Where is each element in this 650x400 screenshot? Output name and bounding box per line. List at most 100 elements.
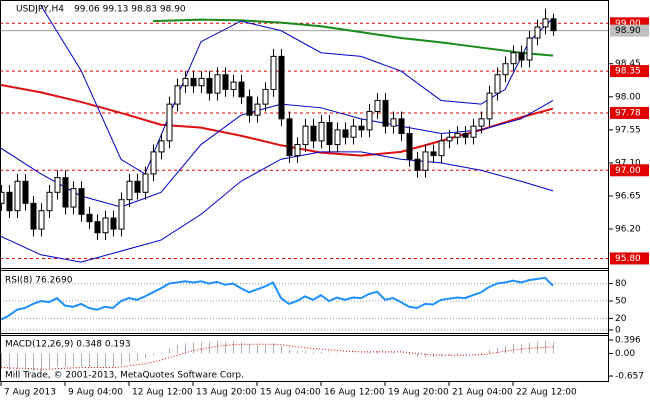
candle-body: [78, 188, 85, 215]
y-tick-label: 80: [615, 279, 627, 289]
macd-label: MACD(12,26,9) 0.348 0.193: [5, 340, 131, 350]
rsi-line: [1, 276, 554, 321]
candle-body: [198, 77, 205, 87]
x-tick-label: 7 Aug 2013: [4, 388, 56, 398]
candle-body: [46, 191, 53, 212]
main-panel: [1, 5, 608, 263]
candle-body: [398, 118, 405, 135]
candle-body: [366, 110, 373, 131]
macd-panel: [1, 341, 554, 371]
candle-body: [118, 199, 125, 230]
candle-body: [374, 99, 381, 112]
candle-body: [246, 96, 253, 116]
candle-body: [390, 118, 397, 127]
x-tick-label: 15 Aug 04:00: [260, 388, 321, 398]
candle-body: [342, 129, 349, 138]
candle-body: [94, 221, 101, 234]
level-label-box: [610, 106, 649, 119]
y-tick-label: 96.65: [615, 191, 641, 201]
candle-body: [326, 122, 333, 146]
candle-body: [406, 133, 413, 160]
candle-body: [430, 151, 437, 157]
x-tick-label: 19 Aug 20:00: [388, 388, 449, 398]
candle-body: [446, 136, 453, 142]
candle-body: [454, 133, 461, 138]
candle-body: [350, 125, 357, 138]
candle-body: [214, 74, 221, 94]
x-tick-label: 16 Aug 12:00: [324, 388, 385, 398]
candle-body: [134, 180, 141, 193]
level-label-box: [610, 164, 649, 177]
candle-body: [166, 103, 173, 142]
price-label: 98.90: [615, 26, 641, 36]
x-tick-label: 9 Aug 04:00: [68, 388, 123, 398]
candle-body: [462, 133, 469, 138]
candle-body: [86, 213, 93, 223]
candle-body: [182, 77, 189, 87]
y-tick-label: 0.396: [615, 336, 641, 346]
candle-body: [334, 129, 341, 146]
candle-body: [158, 140, 165, 153]
candle-body: [1, 191, 5, 204]
candle-body: [310, 125, 317, 142]
level-label: 97.78: [615, 108, 641, 118]
candle-body: [254, 103, 261, 116]
candle-body: [510, 52, 517, 65]
candle-body: [126, 180, 133, 201]
y-tick-label: 50: [615, 297, 627, 307]
candle-body: [470, 125, 477, 138]
candle-body: [478, 118, 485, 127]
y-tick-label: 0: [615, 326, 621, 336]
symbol-title: USDJPY,H4: [16, 5, 64, 15]
y-tick-label: -0.657: [615, 372, 644, 382]
y-tick-label: 97.10: [615, 158, 641, 168]
candle-body: [142, 173, 149, 193]
candle-body: [534, 26, 541, 39]
copyright: Mill Trade, © 2001-2013, MetaQuotes Soft…: [5, 371, 244, 381]
candle-body: [286, 118, 293, 157]
candle-body: [70, 188, 77, 208]
candle-body: [422, 151, 429, 171]
x-tick-label: 22 Aug 12:00: [516, 388, 577, 398]
price-label-box: [610, 24, 649, 37]
candle-body: [222, 74, 229, 90]
candle-body: [30, 202, 37, 230]
candle-body: [278, 55, 285, 120]
overlay-line: [1, 151, 554, 263]
candle-body: [526, 37, 533, 61]
x-tick-label: 13 Aug 20:00: [196, 388, 257, 398]
x-tick-label: 12 Aug 12:00: [132, 388, 193, 398]
level-label-box: [610, 65, 649, 78]
candle-body: [438, 140, 445, 157]
candle-body: [518, 52, 525, 61]
candle-body: [230, 81, 237, 90]
candle-body: [54, 177, 61, 193]
candle-body: [358, 125, 365, 131]
candle-body: [62, 177, 69, 208]
candle-body: [150, 151, 157, 175]
rsi-label: RSI(8) 76.2690: [5, 276, 73, 286]
level-label: 98.35: [615, 67, 641, 77]
level-label-box: [610, 252, 649, 265]
candle-body: [494, 74, 501, 94]
plot-frame: [0, 0, 609, 382]
candle-body: [206, 77, 213, 94]
candle-body: [502, 63, 509, 76]
candle-body: [302, 125, 309, 146]
candle-body: [22, 180, 29, 204]
candle-body: [102, 217, 109, 234]
candle-body: [110, 217, 117, 230]
y-tick-label: 97.55: [615, 125, 641, 135]
candle-body: [542, 18, 549, 28]
candle-body: [486, 92, 493, 120]
level-label: 97.00: [615, 166, 641, 176]
x-tick-label: 21 Aug 04:00: [452, 388, 513, 398]
overlay-line: [40, 5, 554, 175]
level-label: 99.00: [615, 19, 641, 29]
overlay-line: [152, 18, 554, 57]
candle-body: [414, 158, 421, 171]
candle-body: [174, 85, 181, 105]
y-tick-label: 98.00: [615, 92, 641, 102]
